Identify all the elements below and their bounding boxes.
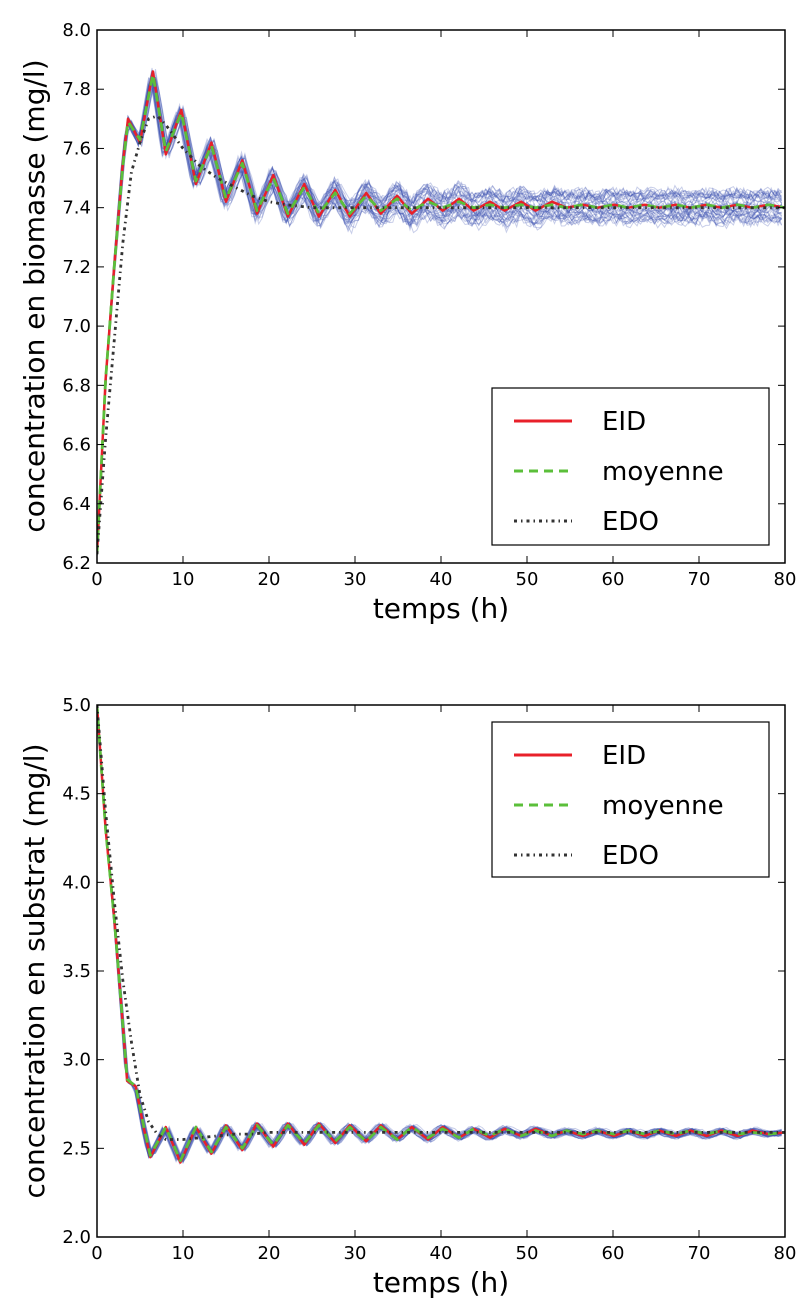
y-axis-label: concentration en biomasse (mg/l): [18, 59, 51, 532]
x-tick-label: 20: [258, 569, 281, 590]
legend-box: [491, 721, 770, 878]
ensemble-trajectory: [97, 78, 782, 557]
legend: EID moyenne EDO: [491, 387, 770, 546]
x-tick-label: 0: [91, 569, 102, 590]
series-line-EDO: [97, 114, 785, 555]
x-tick-label: 30: [344, 569, 367, 590]
legend-label-EDO: EDO: [602, 841, 659, 871]
x-tick-label: 80: [774, 569, 797, 590]
ensemble-trajectory: [97, 74, 783, 553]
legend: EID moyenne EDO: [491, 721, 770, 878]
plot-area-biomasse: [97, 67, 785, 557]
y-tick-label: 7.8: [62, 79, 91, 100]
ensemble-trajectory: [97, 84, 782, 556]
ensemble-trajectory: [97, 705, 782, 1160]
y-tick-label: 2.5: [62, 1138, 91, 1159]
y-tick-label: 3.0: [62, 1050, 91, 1071]
series-line-moyenne: [97, 73, 785, 555]
ensemble-trajectory: [97, 69, 783, 553]
y-axis-label: concentration en substrat (mg/l): [18, 743, 51, 1198]
ensemble-trajectory: [97, 79, 782, 556]
y-tick-label: 8.0: [62, 20, 91, 41]
ensemble-trajectory: [97, 76, 782, 555]
legend-label-EID: EID: [602, 741, 646, 771]
ensemble-trajectory: [97, 81, 782, 556]
ensemble-trajectory: [97, 81, 782, 555]
x-axis-label: temps (h): [373, 592, 509, 625]
x-tick-label: 50: [516, 1243, 539, 1264]
x-axis-label: temps (h): [373, 1266, 509, 1299]
x-tick-label: 0: [91, 1243, 102, 1264]
plot-area-substrat: [97, 705, 785, 1166]
ensemble-trajectory: [97, 67, 782, 553]
legend-label-moyenne: moyenne: [602, 791, 724, 821]
ensemble-trajectory: [97, 80, 782, 555]
y-tick-label: 6.2: [62, 553, 91, 574]
x-tick-label: 20: [258, 1243, 281, 1264]
ensemble-trajectory: [97, 77, 783, 557]
chart-biomasse: 0 10 20 30 40 50 60 70 80 6.2 6.4 6.6 6.8 7.0 7.2 7.4 7.…: [18, 20, 796, 625]
ensemble-trajectory: [97, 72, 782, 552]
x-tick-label: 60: [602, 569, 625, 590]
legend-label-EDO: EDO: [602, 507, 659, 537]
x-tick-label: 50: [516, 569, 539, 590]
series-line-EDO: [97, 705, 785, 1141]
ensemble-trajectory: [97, 71, 782, 554]
ensemble-trajectory: [97, 71, 782, 552]
x-tick-label: 40: [430, 569, 453, 590]
chart-substrat: 0 10 20 30 40 50 60 70 80 2.0 2.5 3.0 3.5 4.0 4.5 5.0 t…: [18, 695, 796, 1299]
y-tick-label: 3.5: [62, 961, 91, 982]
axis-ticks-biomasse: 0 10 20 30 40 50 60 70 80 6.2 6.4 6.6 6.8 7.0 7.2 7.4 7.…: [62, 20, 796, 590]
y-tick-label: 6.8: [62, 375, 91, 396]
x-tick-label: 70: [688, 1243, 711, 1264]
y-tick-label: 7.2: [62, 257, 91, 278]
x-tick-label: 10: [172, 569, 195, 590]
x-tick-label: 10: [172, 1243, 195, 1264]
y-tick-label: 6.6: [62, 435, 91, 456]
y-tick-label: 4.5: [62, 784, 91, 805]
y-tick-label: 7.4: [62, 198, 91, 219]
ensemble-trajectory: [97, 78, 783, 557]
x-tick-label: 40: [430, 1243, 453, 1264]
legend-label-moyenne: moyenne: [602, 457, 724, 487]
legend-box: [491, 387, 770, 546]
y-tick-label: 2.0: [62, 1227, 91, 1248]
x-tick-label: 80: [774, 1243, 797, 1264]
ensemble-trajectory: [97, 78, 783, 557]
ensemble-trajectory: [97, 82, 783, 556]
x-tick-label: 70: [688, 569, 711, 590]
ensemble-trajectory: [97, 80, 782, 556]
y-tick-label: 7.0: [62, 316, 91, 337]
x-tick-label: 30: [344, 1243, 367, 1264]
y-tick-label: 4.0: [62, 872, 91, 893]
axis-ticks-substrat: 0 10 20 30 40 50 60 70 80 2.0 2.5 3.0 3.5 4.0 4.5 5.0: [62, 695, 796, 1264]
x-tick-label: 60: [602, 1243, 625, 1264]
ensemble-trajectory: [97, 79, 782, 557]
y-tick-label: 6.4: [62, 494, 91, 515]
ensemble-trajectory: [97, 77, 783, 554]
y-tick-label: 5.0: [62, 695, 91, 716]
series-line-EID: [97, 705, 785, 1164]
y-tick-label: 7.6: [62, 138, 91, 159]
legend-label-EID: EID: [602, 407, 646, 437]
